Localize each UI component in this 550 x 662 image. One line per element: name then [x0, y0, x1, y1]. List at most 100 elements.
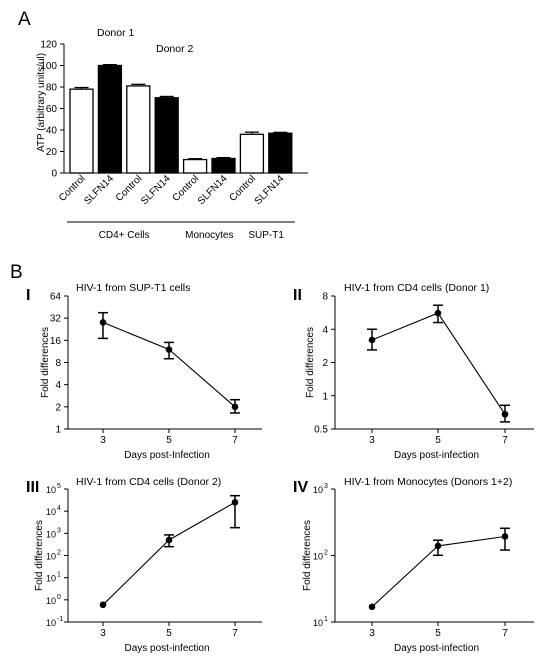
bar-label: SLFN14: [139, 173, 173, 207]
annotation-donor-1: Donor 1: [97, 27, 135, 39]
y-tick-label: 10: [313, 618, 323, 628]
data-point: [231, 403, 239, 411]
x-tick-label: 3: [369, 435, 375, 446]
y-tick-exponent: 1: [57, 572, 61, 579]
panel-roman-label: III: [26, 479, 39, 496]
line-chart-sup-t1: I HIV-1 from SUP-T1 cells 1 2 4 8 16 32 64 3 5 7 Day…: [26, 282, 262, 461]
y-tick-label: 2: [322, 358, 328, 369]
y-tick-label: 10: [46, 596, 56, 606]
x-tick-label: 7: [232, 628, 238, 639]
x-tick-label: 7: [502, 628, 508, 639]
x-tick-label: 5: [166, 435, 172, 446]
atp-bar-chart: 0 20 40 60 80 100 120 ATP (arbitrary units/ul) C…: [36, 27, 308, 241]
y-tick-label: 80: [46, 83, 58, 94]
y-tick-label: 40: [46, 126, 58, 137]
panel-roman-label: II: [293, 287, 302, 304]
y-tick-exponent: 2: [324, 550, 328, 557]
y-tick-label: 10: [313, 485, 323, 495]
y-tick-exponent: 5: [57, 483, 61, 490]
panel-label-a: A: [18, 9, 31, 30]
y-tick-label: 64: [50, 292, 62, 303]
annotation-donor-2: Donor 2: [156, 43, 194, 55]
bar: [182, 158, 208, 174]
y-tick-label: 100: [40, 61, 57, 72]
panel-roman-label: IV: [293, 479, 308, 496]
y-axis-label: ATP (arbitrary units/ul): [36, 53, 47, 152]
y-tick-label: 0.5: [314, 425, 328, 436]
bar: [126, 85, 151, 174]
bar: [69, 88, 94, 174]
panel-label-b: B: [10, 262, 23, 283]
line-chart-cd4-donor1: II HIV-1 from CD4 cells (Donor 1) 0.5 1 2 4 8 3…: [293, 282, 534, 461]
y-tick-exponent: 0: [57, 594, 61, 601]
y-tick-label: 20: [46, 147, 58, 158]
chart-title: HIV-1 from Monocytes (Donors 1+2): [344, 476, 512, 488]
series-line: [102, 321, 236, 408]
panel-roman-label: I: [26, 287, 30, 304]
bar: [239, 133, 265, 174]
group-label: Monocytes: [185, 230, 233, 241]
y-axis-label: Fold differences: [40, 327, 51, 398]
bar-label: SLFN14: [253, 173, 287, 207]
y-tick-label: 10: [46, 529, 56, 539]
y-tick-label: 4: [322, 325, 328, 336]
series-line: [102, 501, 236, 606]
y-tick-label: 10: [46, 485, 56, 495]
y-tick-label: 32: [50, 314, 62, 325]
bar: [154, 97, 179, 174]
x-tick-label: 7: [502, 435, 508, 446]
y-axis-label: Fold differences: [302, 520, 313, 591]
y-tick-exponent: 2: [57, 550, 61, 557]
x-tick-label: 5: [435, 628, 441, 639]
y-tick-label: 10: [46, 574, 56, 584]
y-tick-label: 10: [46, 618, 56, 628]
bar-label: SLFN14: [196, 173, 230, 207]
chart-title: HIV-1 from SUP-T1 cells: [76, 282, 190, 294]
y-tick-label: 0: [51, 169, 57, 180]
y-tick-label: 10: [313, 552, 323, 562]
data-point: [368, 336, 376, 344]
data-point: [99, 601, 107, 609]
y-tick-exponent: 3: [57, 527, 61, 534]
data-point: [434, 542, 442, 550]
group-label: CD4+ Cells: [99, 230, 150, 241]
y-tick-label: 60: [46, 104, 58, 115]
y-axis-label: Fold differences: [34, 520, 45, 591]
x-axis-label: Days post-infection: [124, 643, 209, 654]
y-tick-label: 8: [55, 358, 61, 369]
data-point: [501, 410, 509, 418]
x-axis-label: Days post-infection: [394, 450, 479, 461]
chart-title: HIV-1 from CD4 cells (Donor 1): [344, 282, 489, 294]
x-axis-label: Days post-infection: [394, 643, 479, 654]
y-tick-label: 16: [50, 336, 62, 347]
data-point: [165, 536, 173, 544]
y-tick-label: 10: [46, 552, 56, 562]
y-tick-label: 2: [55, 402, 61, 413]
data-point: [99, 319, 107, 326]
y-tick-label: 120: [40, 40, 57, 51]
bar: [211, 157, 236, 174]
y-tick-label: 8: [322, 292, 328, 303]
data-point: [434, 309, 442, 317]
x-tick-label: 5: [435, 435, 441, 446]
y-tick-label: 4: [55, 380, 61, 391]
series-line: [371, 312, 506, 415]
bar: [97, 64, 123, 174]
y-tick-label: 1: [55, 425, 61, 436]
x-tick-label: 5: [166, 628, 172, 639]
data-point: [368, 603, 376, 611]
chart-title: HIV-1 from CD4 cells (Donor 2): [76, 476, 221, 488]
y-tick-exponent: -1: [57, 616, 63, 623]
data-point: [231, 499, 239, 506]
x-tick-label: 7: [232, 435, 238, 446]
data-point: [501, 533, 509, 540]
bar: [268, 132, 293, 174]
y-tick-label: 10: [46, 507, 56, 517]
x-tick-label: 3: [100, 628, 106, 639]
y-tick-exponent: 4: [57, 505, 61, 512]
line-chart-monocytes: IV HIV-1 from Monocytes (Donors 1+2)10 110…: [293, 476, 534, 654]
y-tick-label: 1: [322, 391, 328, 402]
x-axis-label: Days post-Infection: [124, 450, 210, 461]
x-tick-label: 3: [369, 628, 375, 639]
